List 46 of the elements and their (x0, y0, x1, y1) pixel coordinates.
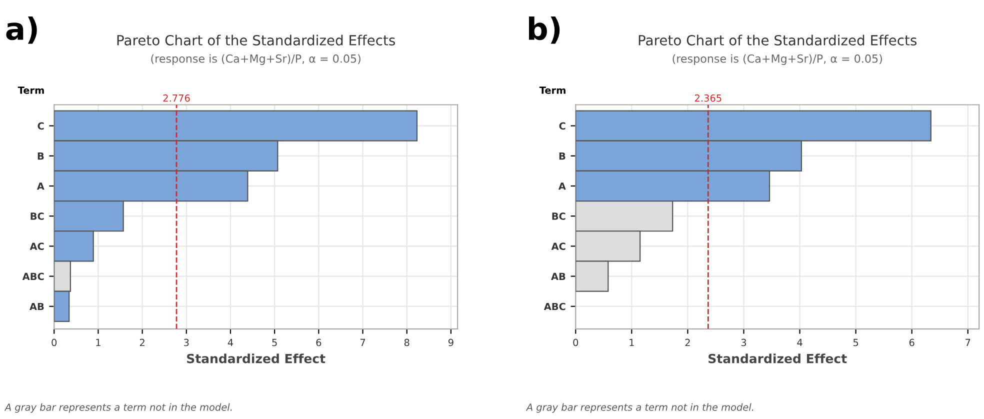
x-axis-title: Standardized Effect (187, 354, 326, 364)
chart-title: Pareto Chart of the Standardized Effects (117, 34, 396, 46)
text: A gray bar represents a term not in the model. (4, 403, 232, 413)
chart-subtitle: (response is (Ca+Mg+Sr)/P, α = 0.05) (672, 54, 882, 65)
x-tick-label: 2 (685, 338, 690, 346)
x-tick-label: 7 (966, 338, 970, 346)
x-axis-title: Standardized Effect (708, 354, 847, 364)
y-tick-label: C (559, 122, 566, 130)
x-tick-label: 4 (797, 338, 802, 346)
x-tick-label: 4 (228, 338, 234, 346)
text: A gray bar represents a term not in the model. (526, 403, 754, 413)
x-tick-label: 9 (448, 338, 454, 346)
y-tick-label: AC (30, 242, 44, 250)
x-tick-label: 7 (360, 338, 366, 346)
x-tick-label: 0 (573, 338, 578, 346)
text: b) (529, 16, 560, 44)
y-tick-label: AC (551, 242, 566, 250)
x-tick-label: 5 (853, 338, 858, 346)
x-tick-label: 5 (272, 338, 277, 346)
y-tick-label: B (38, 152, 44, 160)
x-tick-label: 0 (52, 338, 57, 346)
x-tick-label: 2 (140, 338, 144, 346)
x-tick-label: 1 (630, 338, 634, 346)
ref-line-label: 2.365 (694, 94, 722, 102)
ref-line-label: 2.776 (163, 94, 190, 102)
y-tick-label: ABC (22, 272, 44, 280)
x-tick-label: 6 (316, 338, 322, 346)
text: a) (6, 16, 37, 44)
y-tick-label: AB (30, 302, 44, 310)
y-axis-title: Term (18, 86, 44, 94)
y-tick-label: B (559, 152, 566, 160)
chart-subtitle: (response is (Ca+Mg+Sr)/P, α = 0.05) (151, 54, 360, 65)
y-tick-label: BC (30, 212, 44, 220)
y-tick-label: C (38, 122, 44, 130)
y-tick-label: AB (551, 272, 566, 280)
y-tick-label: A (36, 182, 44, 190)
y-tick-label: BC (552, 212, 566, 220)
x-tick-label: 6 (909, 338, 914, 346)
x-tick-label: 3 (741, 338, 746, 346)
y-axis-title: Term (539, 86, 566, 94)
y-tick-label: ABC (544, 302, 566, 310)
x-tick-label: 8 (404, 338, 410, 346)
x-tick-label: 1 (96, 338, 100, 346)
y-tick-label: A (558, 182, 566, 190)
chart-title: Pareto Chart of the Standardized Effects (638, 34, 917, 46)
x-tick-label: 3 (184, 338, 189, 346)
